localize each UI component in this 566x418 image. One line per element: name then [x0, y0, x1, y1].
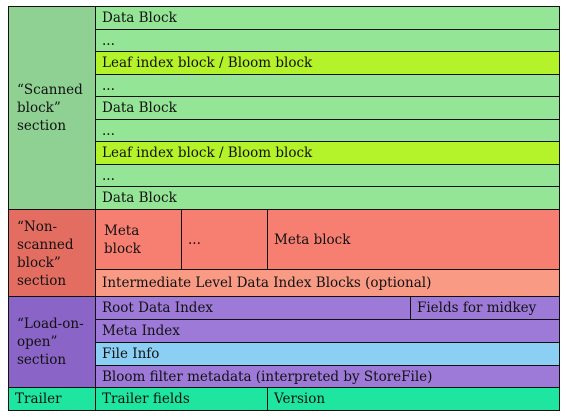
version: Version — [267, 387, 560, 411]
meta-block-line-2: block — [104, 241, 141, 257]
meta-block-line-1: Meta — [104, 223, 140, 239]
scanned-label-line-2: block” — [17, 100, 61, 116]
non-scanned-label-line-3: block” — [17, 255, 61, 271]
data-block: Data Block — [95, 6, 560, 30]
scanned-section-label: “Scanned block” section — [8, 6, 96, 210]
non-scanned-label-line-4: section — [17, 273, 67, 289]
scanned-label-line-3: section — [17, 118, 67, 134]
leaf-index-bloom-block: Leaf index block / Bloom block — [95, 141, 560, 165]
root-data-index: Root Data Index — [95, 296, 411, 320]
ellipsis-row: ... — [95, 74, 560, 97]
data-block: Data Block — [95, 96, 560, 120]
load-on-open-label-line-2: open” — [17, 334, 58, 350]
fields-for-midkey: Fields for midkey — [410, 296, 560, 320]
non-scanned-section-label: “Non- scanned block” section — [8, 209, 96, 297]
meta-index: Meta Index — [95, 319, 560, 343]
scanned-label-line-1: “Scanned — [17, 82, 83, 98]
ellipsis-row: ... — [95, 119, 560, 142]
meta-block: Meta block — [95, 209, 182, 270]
trailer-fields: Trailer fields — [95, 387, 268, 411]
non-scanned-label-line-2: scanned — [17, 237, 74, 253]
ellipsis-row: ... — [95, 29, 560, 52]
file-info: File Info — [95, 342, 560, 366]
load-on-open-label-line-3: section — [17, 352, 67, 368]
data-block: Data Block — [95, 186, 560, 210]
ellipsis-row: ... — [95, 164, 560, 187]
meta-block: Meta block — [267, 209, 560, 270]
bloom-filter-metadata: Bloom filter metadata (interpreted by St… — [95, 365, 560, 388]
trailer-section-label: Trailer — [8, 387, 96, 411]
load-on-open-section-label: “Load-on- open” section — [8, 296, 96, 388]
load-on-open-label-line-1: “Load-on- — [17, 316, 84, 332]
intermediate-index-blocks: Intermediate Level Data Index Blocks (op… — [95, 269, 560, 297]
non-scanned-label-line-1: “Non- — [17, 219, 58, 235]
leaf-index-bloom-block: Leaf index block / Bloom block — [95, 51, 560, 75]
meta-ellipsis: ... — [181, 209, 268, 270]
